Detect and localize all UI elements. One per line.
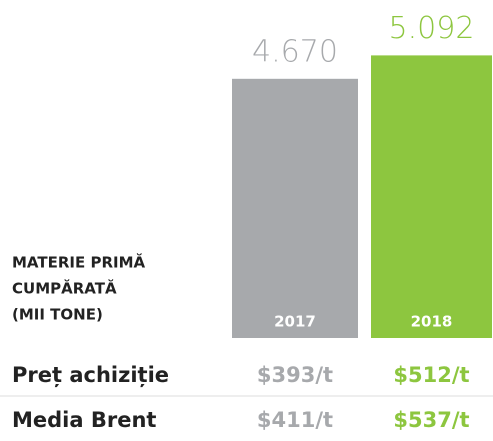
row-value: $537/t [393,408,469,432]
chart-label: (MII TONE) [12,306,103,324]
row-value: $393/t [257,363,333,387]
row-value: $512/t [393,363,469,387]
row-label: Preț achiziție [12,363,169,388]
chart-label: MATERIE PRIMĂ [12,253,146,272]
bar [371,55,492,338]
value-label: 5.092 [389,11,475,46]
row-value: $411/t [257,408,333,432]
category-label: 2017 [274,313,316,331]
chart-label: CUMPĂRATĂ [12,279,117,298]
bar [232,78,358,338]
category-label: 2018 [411,313,453,331]
value-label: 4.670 [252,34,338,69]
row-label: Media Brent [12,408,156,432]
